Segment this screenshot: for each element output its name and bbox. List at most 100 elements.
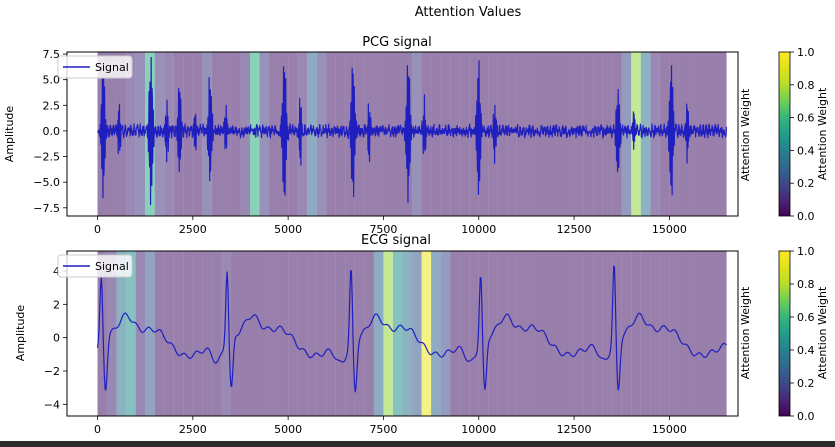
ecg-colorbar-tick-label: 0.6	[797, 311, 815, 324]
ecg-attention-band	[478, 251, 489, 416]
pcg-x-tick-label: 12500	[557, 223, 592, 236]
ecg-attention-band	[326, 251, 336, 416]
ecg-colorbar-ticks: 0.0 0.2 0.4 0.6 0.8 1.0	[790, 245, 815, 423]
ecg-attention-band	[211, 251, 222, 416]
ecg-attention-band	[640, 251, 651, 416]
ecg-attention-band	[555, 251, 565, 416]
ecg-attention-band	[202, 251, 212, 416]
ecg-x-ticks: 0 2500 5000 7500 10000 12500 15000	[94, 416, 687, 436]
pcg-colorbar-tick-label: 1.0	[797, 46, 815, 59]
ecg-attention-band	[230, 251, 241, 416]
window-bottom-edge	[0, 441, 835, 447]
pcg-chart-title: PCG signal	[362, 35, 432, 50]
ecg-colorbar-gradient	[778, 250, 791, 417]
ecg-y-axis-label: Amplitude	[14, 305, 27, 362]
ecg-attention-band	[297, 251, 308, 416]
pcg-attention-band	[288, 52, 298, 216]
pcg-attention-band	[192, 52, 203, 216]
ecg-attention-band	[107, 251, 117, 416]
ecg-attention-band	[431, 251, 441, 416]
pcg-colorbar: 0.0 0.2 0.4 0.6 0.8 1.0 Attention Weight	[778, 46, 829, 223]
ecg-x-tick-label: 7500	[369, 423, 397, 436]
ecg-attention-band	[659, 251, 670, 416]
ecg-attention-band	[421, 251, 432, 416]
pcg-y-tick-label: 2.5	[43, 99, 61, 112]
ecg-attention-band	[593, 251, 603, 416]
ecg-attention-band	[126, 251, 136, 416]
ecg-y-tick-label: 0	[53, 332, 60, 345]
ecg-signal-line	[96, 265, 727, 393]
ecg-attention-band	[612, 251, 622, 416]
ecg-colorbar: 0.0 0.2 0.4 0.6 0.8 1.0 Attention Weight	[778, 245, 829, 423]
ecg-attention-bands	[97, 251, 727, 416]
ecg-attention-band	[192, 251, 203, 416]
pcg-x-tick-label: 0	[94, 223, 101, 236]
pcg-colorbar-tick-label: 0.6	[797, 112, 815, 125]
pcg-attention-band	[135, 52, 146, 216]
ecg-attention-band	[526, 251, 536, 416]
pcg-attention-band	[392, 52, 403, 216]
ecg-attention-band	[402, 251, 413, 416]
ecg-legend: Signal	[57, 254, 133, 278]
ecg-attention-band	[240, 251, 250, 416]
pcg-y-tick-label: 7.5	[43, 48, 61, 61]
pcg-colorbar-tick-label: 0.8	[797, 79, 815, 92]
ecg-attention-band	[116, 251, 127, 416]
ecg-attention-band	[183, 251, 193, 416]
pcg-signal-line	[97, 56, 728, 206]
ecg-y-tick-label: −4	[44, 398, 60, 411]
ecg-attention-band	[221, 251, 231, 416]
pcg-x-tick-label: 10000	[461, 223, 496, 236]
pcg-y-axis-label: Amplitude	[3, 106, 16, 163]
ecg-attention-band	[507, 251, 517, 416]
pcg-plot-frame	[66, 51, 739, 217]
ecg-attention-band	[678, 251, 689, 416]
pcg-x-tick-label: 7500	[369, 223, 397, 236]
ecg-attention-band	[631, 251, 641, 416]
pcg-y-tick-label: 0.0	[43, 125, 61, 138]
ecg-attention-band	[440, 251, 451, 416]
ecg-attention-band	[135, 251, 146, 416]
pcg-y-ticks: 7.5 5.0 2.5 0.0 −2.5 −5.0 −7.5	[33, 48, 67, 215]
pcg-attention-band	[412, 52, 422, 216]
pcg-x-tick-label: 2500	[179, 223, 207, 236]
pcg-attention-band	[497, 52, 508, 216]
ecg-attention-band	[345, 251, 355, 416]
ecg-attention-band	[412, 251, 422, 416]
pcg-attention-band	[383, 52, 393, 216]
ecg-x-tick-label: 12500	[557, 423, 592, 436]
ecg-attention-band	[583, 251, 594, 416]
pcg-x-tick-label: 15000	[652, 223, 687, 236]
pcg-colorbar-tick-label: 0.0	[797, 210, 815, 223]
ecg-attention-band	[316, 251, 327, 416]
ecg-attention-band	[164, 251, 174, 416]
ecg-attention-band	[621, 251, 632, 416]
ecg-attention-band	[145, 251, 155, 416]
ecg-attention-band	[650, 251, 660, 416]
ecg-attention-band	[564, 251, 575, 416]
ecg-attention-band	[269, 251, 279, 416]
ecg-attention-band	[707, 251, 718, 416]
pcg-attention-band	[240, 52, 250, 216]
pcg-x-tick-label: 5000	[274, 223, 302, 236]
pcg-x-ticks: 0 2500 5000 7500 10000 12500 15000	[94, 216, 687, 236]
ecg-attention-band	[259, 251, 270, 416]
pcg-y-tick-label: −5.0	[33, 176, 60, 189]
ecg-attention-band	[354, 251, 365, 416]
ecg-attention-band	[278, 251, 289, 416]
pcg-attention-band	[440, 52, 451, 216]
pcg-colorbar-tick-label: 0.2	[797, 177, 815, 190]
ecg-attention-band	[250, 251, 260, 416]
ecg-attention-band	[97, 251, 108, 416]
ecg-colorbar-tick-label: 0.0	[797, 410, 815, 423]
ecg-y-tick-label: −2	[44, 365, 60, 378]
ecg-attention-band	[154, 251, 165, 416]
ecg-x-tick-label: 0	[94, 423, 101, 436]
pcg-side-label: Attention Weight	[739, 88, 752, 181]
ecg-attention-band	[373, 251, 384, 416]
ecg-attention-band	[364, 251, 374, 416]
ecg-colorbar-tick-label: 0.8	[797, 278, 815, 291]
ecg-attention-band	[383, 251, 393, 416]
ecg-colorbar-label: Attention Weight	[816, 286, 829, 379]
pcg-attention-band	[602, 52, 613, 216]
